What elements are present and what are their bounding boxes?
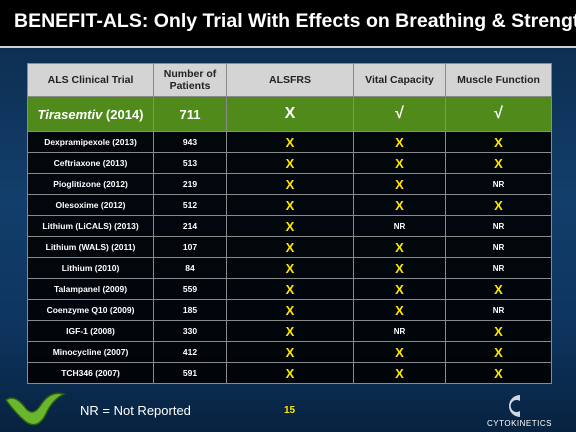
result: X [353,299,446,321]
title-bar: BENEFIT-ALS: Only Trial With Effects on … [0,0,576,48]
result: X [445,131,552,153]
result: X [226,278,354,300]
result: X [226,215,354,237]
trial-row: Lithium (WALS) (2011) 107 X X NR [27,236,552,258]
header-row: ALS Clinical Trial Number of Patients ALSF… [27,63,552,97]
column-header: Muscle Function [445,63,552,97]
result: NR [445,257,552,279]
result: X [353,131,446,153]
result: X [226,236,354,258]
result: √ [445,96,552,132]
patients: 412 [153,341,227,363]
trial-row: Lithium (2010) 84 X X NR [27,257,552,279]
result: X [353,257,446,279]
patients: 107 [153,236,227,258]
trial-row: Olesoxime (2012) 512 X X X [27,194,552,216]
trial-name: Talampanel (2009) [27,278,154,300]
result: X [226,341,354,363]
result: X [353,194,446,216]
trial-name: Lithium (2010) [27,257,154,279]
trial-row: Lithium (LiCALS) (2013) 214 X NR NR [27,215,552,237]
patients: 943 [153,131,227,153]
trial-row: Minocycline (2007) 412 X X X [27,341,552,363]
patients: 591 [153,362,227,384]
trial-name: IGF-1 (2008) [27,320,154,342]
table-body: Tirasemtiv (2014) 711 X √ √ Dexpramipexole (2… [27,96,552,384]
column-header: ALS Clinical Trial [27,63,154,97]
trial-name-text: Tirasemtiv [37,106,103,122]
result: X [445,194,552,216]
trial-name: Tirasemtiv (2014) [27,96,154,132]
patients: 513 [153,152,227,174]
patients: 330 [153,320,227,342]
result: X [226,152,354,174]
trial-name: Pioglitizone (2012) [27,173,154,195]
trial-name: Dexpramipexole (2013) [27,131,154,153]
trial-name: Coenzyme Q10 (2009) [27,299,154,321]
column-header: Number of Patients [153,63,227,97]
result: X [353,173,446,195]
result: X [226,173,354,195]
patients: 219 [153,173,227,195]
result: √ [353,96,446,132]
patients: 214 [153,215,227,237]
result: NR [445,236,552,258]
result: NR [353,215,446,237]
logo-right [509,395,520,417]
trial-row: Talampanel (2009) 559 X X X [27,278,552,300]
result: X [353,341,446,363]
result: X [226,131,354,153]
trial-name: Lithium (LiCALS) (2013) [27,215,154,237]
result: X [353,236,446,258]
patients: 559 [153,278,227,300]
result: X [445,320,552,342]
result: X [226,194,354,216]
result: X [353,362,446,384]
result: X [226,320,354,342]
trial-row: Pioglitizone (2012) 219 X X NR [27,173,552,195]
trial-name: Minocycline (2007) [27,341,154,363]
column-header: Vital Capacity [353,63,446,97]
result: X [445,341,552,363]
result: X [226,362,354,384]
result: X [226,299,354,321]
company-name: CYTOKINETICS [487,419,552,428]
patients: 84 [153,257,227,279]
result: X [226,257,354,279]
title: BENEFIT-ALS: Only Trial With Effects on … [14,10,576,32]
patients: 512 [153,194,227,216]
trial-row: Dexpramipexole (2013) 943 X X X [27,131,552,153]
trial-name: TCH346 (2007) [27,362,154,384]
trial-row: TCH346 (2007) 591 X X X [27,362,552,384]
trial-row: Coenzyme Q10 (2009) 185 X X NR [27,299,552,321]
trial-table: ALS Clinical Trial Number of Patients ALSF… [27,63,552,384]
result: X [353,152,446,174]
trial-name: Olesoxime (2012) [27,194,154,216]
result: X [445,278,552,300]
patients: 185 [153,299,227,321]
result: NR [445,215,552,237]
footnote: NR = Not Reported [80,403,191,418]
column-header: ALSFRS [226,63,354,97]
trial-row: Ceftriaxone (2013) 513 X X X [27,152,552,174]
result: X [353,278,446,300]
trial-name: Ceftriaxone (2013) [27,152,154,174]
trial-year: (2014) [105,106,144,122]
logo-left [4,392,67,426]
result: X [445,152,552,174]
patients: 711 [153,96,227,132]
trial-name: Lithium (WALS) (2011) [27,236,154,258]
result: X [226,96,354,132]
trial-row: IGF-1 (2008) 330 X NR X [27,320,552,342]
page-number: 15 [284,405,296,416]
result: X [445,362,552,384]
result: NR [353,320,446,342]
highlight-row: Tirasemtiv (2014) 711 X √ √ [27,96,552,132]
result: NR [445,173,552,195]
result: NR [445,299,552,321]
